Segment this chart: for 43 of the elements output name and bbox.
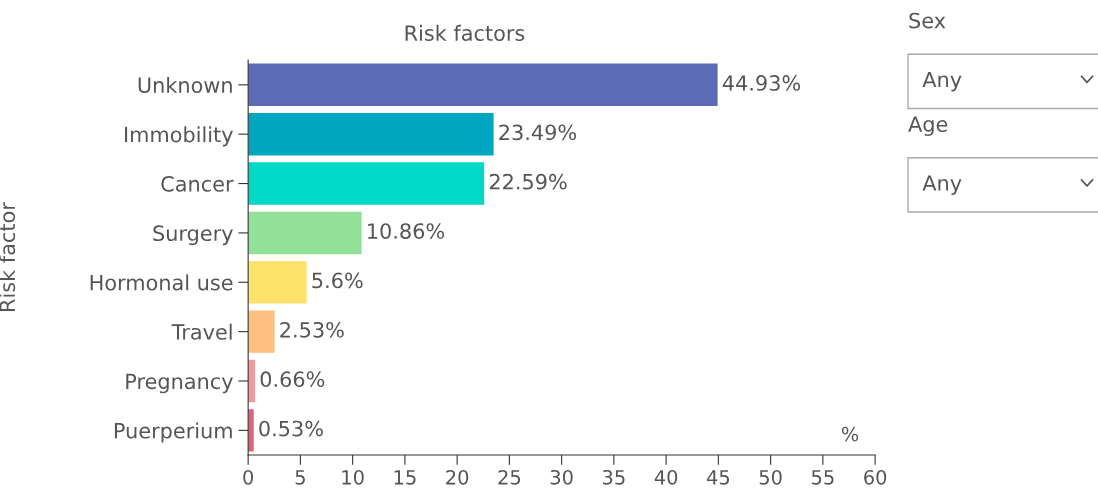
y-tick-label: Immobility bbox=[125, 126, 233, 147]
bar bbox=[248, 261, 307, 304]
x-tick-label: 15 bbox=[394, 470, 416, 485]
chart-title: Risk factors bbox=[405, 24, 525, 41]
x-tick-label: 25 bbox=[498, 469, 521, 485]
y-tick-label: Travel bbox=[171, 323, 232, 340]
bar bbox=[248, 310, 275, 353]
x-tick-label: 30 bbox=[550, 469, 573, 485]
data-label: 2.53% bbox=[280, 321, 344, 338]
y-tick-label: Hormonal use bbox=[90, 274, 233, 291]
x-tick-label: 20 bbox=[446, 469, 469, 485]
y-tick-label: Unknown bbox=[138, 76, 232, 94]
bar bbox=[248, 409, 254, 452]
x-axis-title: % bbox=[841, 426, 859, 442]
data-label: 10.86% bbox=[368, 223, 445, 239]
bar bbox=[248, 63, 718, 107]
data-label: 0.66% bbox=[260, 371, 325, 388]
x-tick-label: 0 bbox=[243, 469, 254, 485]
x-tick-label: 40 bbox=[654, 469, 678, 485]
x-tick-label: 10 bbox=[342, 469, 364, 485]
data-label: 5.6% bbox=[312, 272, 363, 289]
text: Any bbox=[922, 71, 962, 92]
y-tick-label: Surgery bbox=[153, 225, 233, 246]
x-tick-label: 60 bbox=[864, 469, 887, 485]
bar bbox=[248, 112, 494, 156]
text: Any bbox=[922, 175, 962, 195]
x-tick-label: 45 bbox=[706, 470, 730, 485]
data-label: 0.53% bbox=[259, 420, 323, 437]
y-tick-label: Pregnancy bbox=[126, 373, 233, 394]
x-tick-label: 5 bbox=[295, 470, 305, 485]
bar bbox=[248, 162, 485, 205]
data-label: 23.49% bbox=[499, 124, 577, 141]
bar bbox=[248, 211, 362, 255]
y-axis-title: Risk factor bbox=[0, 202, 16, 311]
data-label: 22.59% bbox=[489, 173, 567, 190]
text: Sex bbox=[909, 12, 946, 29]
x-tick-label: 50 bbox=[759, 469, 782, 485]
y-tick-label: Puerperium bbox=[114, 422, 232, 443]
data-label: 44.93% bbox=[722, 75, 801, 91]
x-tick-label: 55 bbox=[811, 470, 834, 485]
y-tick-label: Cancer bbox=[161, 176, 234, 192]
text: Age bbox=[908, 116, 948, 137]
x-tick-label: 35 bbox=[602, 469, 625, 485]
